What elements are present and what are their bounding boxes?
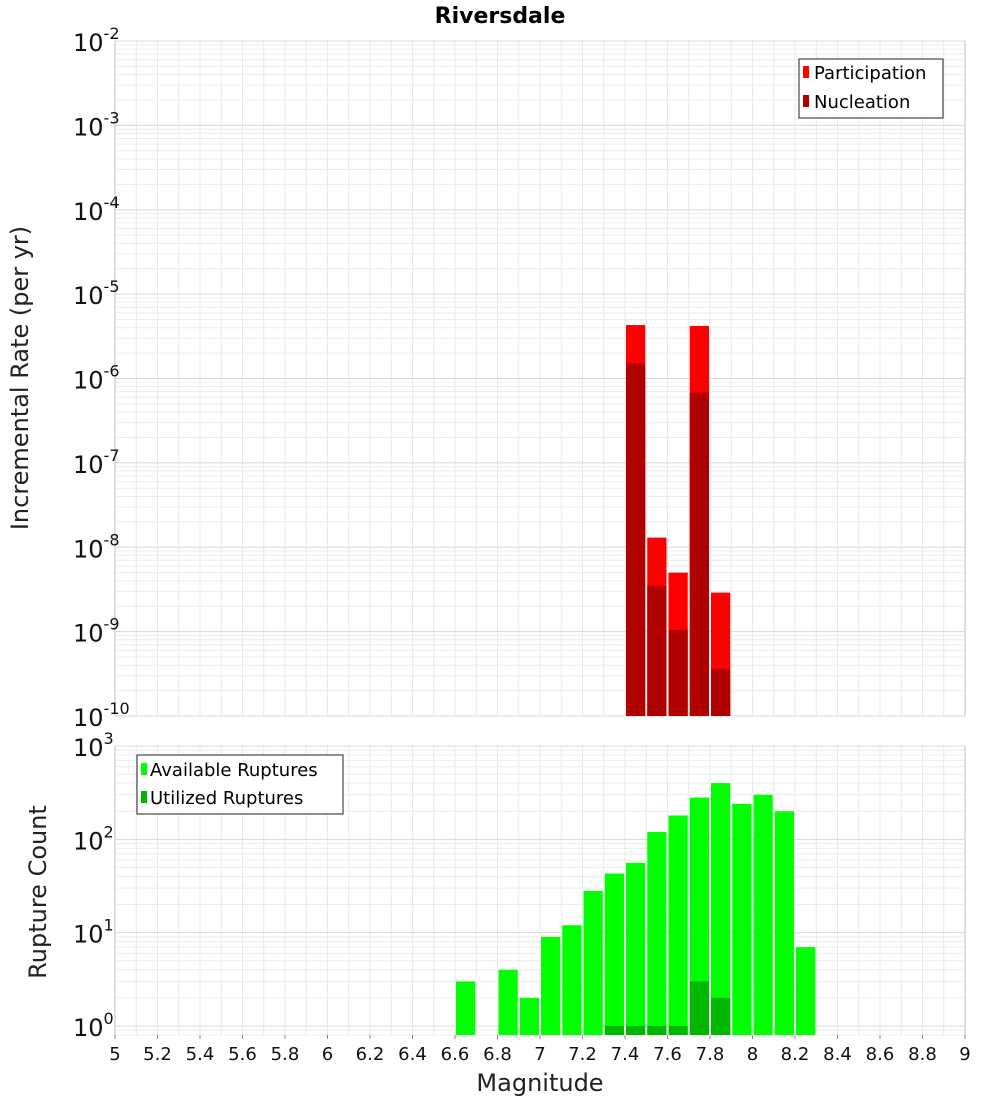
bottom-legend: Available Ruptures Utilized Ruptures — [136, 754, 344, 815]
legend-swatch-nucleation — [803, 95, 809, 107]
bottom-y-tick-label-2: 101 — [73, 916, 114, 949]
bottom-bar-available-ruptures-8 — [647, 831, 667, 1035]
bottom-bar-available-ruptures-7 — [626, 862, 646, 1035]
bottom-bar-utilized-ruptures-4 — [689, 981, 709, 1035]
x-tick-label-2: 5.4 — [186, 1044, 215, 1065]
x-tick-label-17: 8.4 — [823, 1044, 852, 1065]
x-tick-label-0: 5 — [109, 1044, 120, 1065]
x-tick-label-15: 8 — [747, 1044, 758, 1065]
x-tick-label-12: 7.4 — [611, 1044, 640, 1065]
x-axis-label: Magnitude — [476, 1069, 603, 1097]
bottom-bar-utilized-ruptures-2 — [647, 1025, 667, 1035]
x-tick-label-7: 6.4 — [398, 1044, 427, 1065]
top-bar-nucleation-0 — [626, 363, 646, 716]
top-bar-nucleation-1 — [647, 585, 667, 716]
top-y-tick-label-5: 10-7 — [73, 446, 120, 479]
bottom-bar-utilized-ruptures-0 — [604, 1025, 624, 1035]
legend-swatch-available — [141, 763, 147, 775]
bottom-bar-utilized-ruptures-1 — [626, 1025, 646, 1035]
x-tick-label-3: 5.6 — [228, 1044, 257, 1065]
top-bars — [626, 325, 731, 716]
bottom-bar-available-ruptures-4 — [562, 925, 582, 1035]
chart-title: Riversdale — [435, 4, 566, 29]
x-tick-label-18: 8.6 — [866, 1044, 895, 1065]
top-grid — [115, 40, 965, 717]
x-tick-label-4: 5.8 — [271, 1044, 300, 1065]
bottom-bar-available-ruptures-3 — [541, 936, 561, 1035]
x-tick-label-1: 5.2 — [143, 1044, 172, 1065]
top-y-ticks: 10-2 10-3 10-4 10-5 10-6 10-7 10-8 10-9 10-10 — [73, 24, 130, 732]
top-y-tick-label-8: 10-10 — [73, 699, 130, 732]
bottom-bar-utilized-ruptures-3 — [668, 1025, 688, 1035]
bottom-y-tick-label-1: 102 — [73, 822, 114, 855]
top-y-tick-label-4: 10-6 — [73, 362, 120, 395]
top-y-tick-label-3: 10-5 — [73, 277, 120, 310]
top-legend-box — [798, 58, 944, 119]
x-ticks: 5 5.2 5.4 5.6 5.8 6 6.2 6.4 6.6 6.8 7 7.2 7.4 7.6 7.8 8… — [109, 1035, 971, 1065]
top-y-tick-label-2: 10-4 — [73, 193, 120, 226]
bottom-bar-available-ruptures-14 — [774, 811, 794, 1035]
bottom-bars — [456, 783, 816, 1035]
x-tick-label-20: 9 — [959, 1044, 970, 1065]
bottom-y-tick-label-3: 100 — [73, 1009, 114, 1042]
legend-label-utilized: Utilized Ruptures — [150, 788, 303, 809]
legend-label-participation: Participation — [814, 63, 926, 84]
x-tick-label-10: 7 — [534, 1044, 545, 1065]
bottom-bar-available-ruptures-2 — [519, 997, 539, 1035]
x-tick-label-9: 6.8 — [483, 1044, 512, 1065]
bottom-bar-available-ruptures-5 — [583, 890, 603, 1035]
x-tick-label-16: 8.2 — [781, 1044, 810, 1065]
bottom-legend-box — [136, 754, 344, 815]
bottom-y-axis-label: Rupture Count — [24, 805, 52, 979]
x-tick-label-13: 7.6 — [653, 1044, 682, 1065]
bottom-y-ticks: 103 102 101 100 — [73, 729, 114, 1042]
top-y-tick-label-7: 10-9 — [73, 615, 120, 648]
top-bar-nucleation-3 — [689, 392, 709, 716]
top-bar-nucleation-4 — [711, 669, 731, 716]
top-y-axis-label: Incremental Rate (per yr) — [6, 226, 34, 530]
x-tick-label-11: 7.2 — [568, 1044, 597, 1065]
bottom-bar-available-ruptures-10 — [689, 797, 709, 1035]
bottom-bar-available-ruptures-0 — [456, 981, 476, 1035]
bottom-panel: 103 102 101 100 5 5.2 5.4 5.6 5.8 6 6.2 6.4 6.6 6.8 7… — [24, 729, 971, 1097]
x-tick-label-6: 6.2 — [356, 1044, 385, 1065]
legend-label-available: Available Ruptures — [150, 760, 318, 781]
bottom-bar-available-ruptures-13 — [753, 794, 773, 1035]
top-bar-nucleation-2 — [668, 629, 688, 716]
bottom-y-tick-label-0: 103 — [73, 729, 114, 762]
bottom-bar-available-ruptures-11 — [711, 783, 731, 1035]
bottom-bar-available-ruptures-6 — [604, 873, 624, 1035]
legend-swatch-participation — [803, 66, 809, 78]
x-tick-label-14: 7.8 — [696, 1044, 725, 1065]
legend-swatch-utilized — [141, 791, 147, 803]
top-y-tick-label-6: 10-8 — [73, 530, 120, 563]
top-y-tick-label-0: 10-2 — [73, 24, 120, 57]
x-tick-label-8: 6.6 — [441, 1044, 470, 1065]
x-tick-label-5: 6 — [322, 1044, 333, 1065]
top-panel: 10-2 10-3 10-4 10-5 10-6 10-7 10-8 10-9 10-10 In… — [6, 24, 966, 732]
legend-label-nucleation: Nucleation — [814, 92, 910, 113]
x-tick-label-19: 8.8 — [908, 1044, 937, 1065]
bottom-bar-available-ruptures-12 — [732, 803, 752, 1035]
bottom-bar-available-ruptures-15 — [796, 947, 816, 1035]
bottom-bar-available-ruptures-1 — [498, 969, 518, 1035]
top-y-tick-label-1: 10-3 — [73, 108, 120, 141]
top-legend: Participation Nucleation — [798, 58, 944, 119]
bottom-bar-available-ruptures-9 — [668, 815, 688, 1035]
bottom-bar-utilized-ruptures-5 — [711, 997, 731, 1035]
